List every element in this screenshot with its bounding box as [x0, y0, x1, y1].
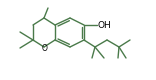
- Text: OH: OH: [98, 20, 112, 30]
- Text: O: O: [42, 44, 48, 52]
